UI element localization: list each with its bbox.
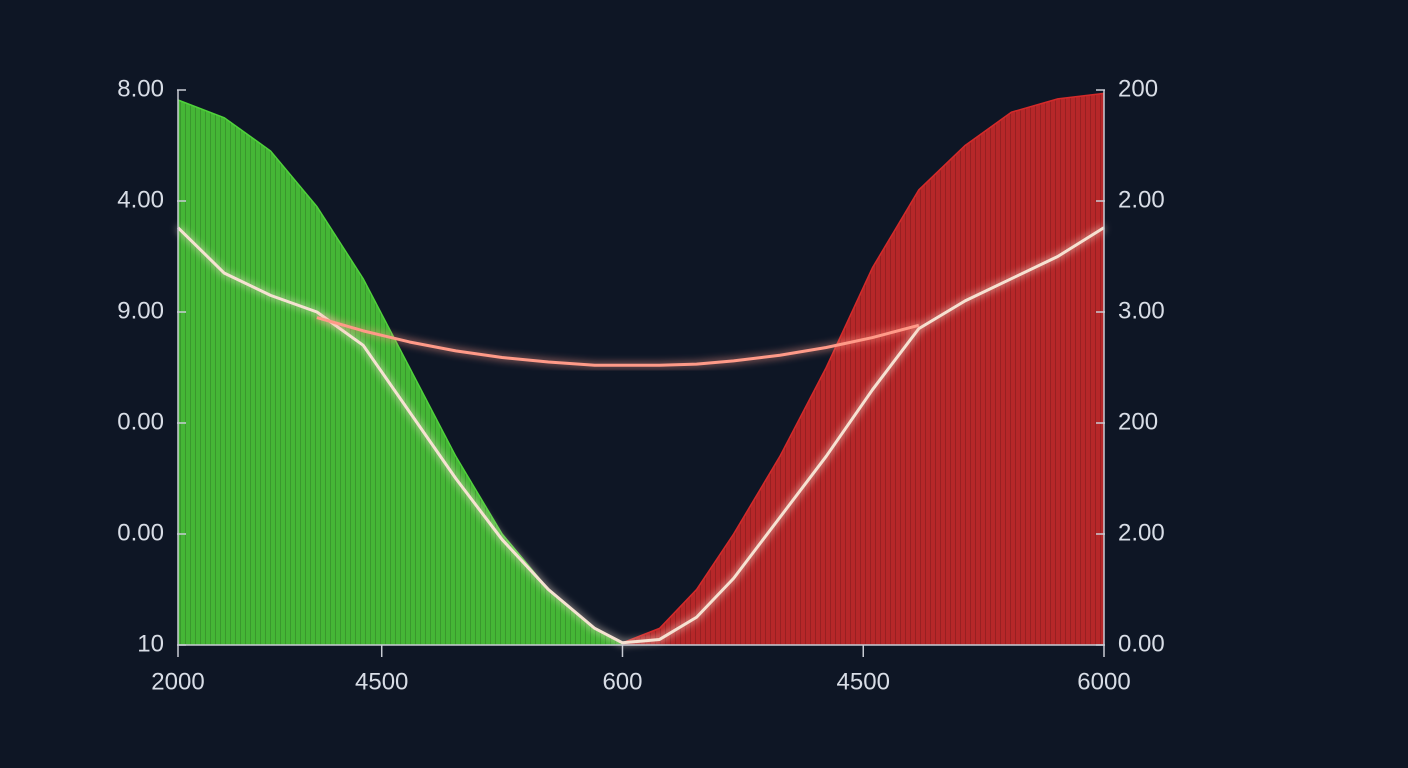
y-tick-label: 8.00 [117, 75, 164, 102]
y2-tick-label: 3.00 [1118, 297, 1165, 324]
area-hatch [178, 99, 623, 646]
line [176, 226, 1105, 645]
line [316, 316, 920, 367]
x-tick-label: 6000 [1077, 668, 1130, 695]
x-tick-label: 600 [602, 668, 642, 695]
x-tick-label: 4500 [837, 668, 890, 695]
y-tick-label: 9.00 [117, 297, 164, 324]
x-tick-label: 4500 [355, 668, 408, 695]
y-tick-label: 10 [137, 630, 164, 657]
y2-tick-label: 200 [1118, 75, 1158, 102]
y-tick-label: 0.00 [117, 408, 164, 435]
area-edge [622, 92, 1105, 644]
area-hatch [622, 93, 1104, 645]
y2-tick-label: 2.00 [1118, 186, 1165, 213]
y-tick-label: 0.00 [117, 519, 164, 546]
x-tick-label: 2000 [151, 668, 204, 695]
y-tick-label: 4.00 [117, 186, 164, 213]
y2-tick-label: 200 [1118, 408, 1158, 435]
y2-tick-label: 2.00 [1118, 519, 1165, 546]
y2-tick-label: 0.00 [1118, 630, 1165, 657]
